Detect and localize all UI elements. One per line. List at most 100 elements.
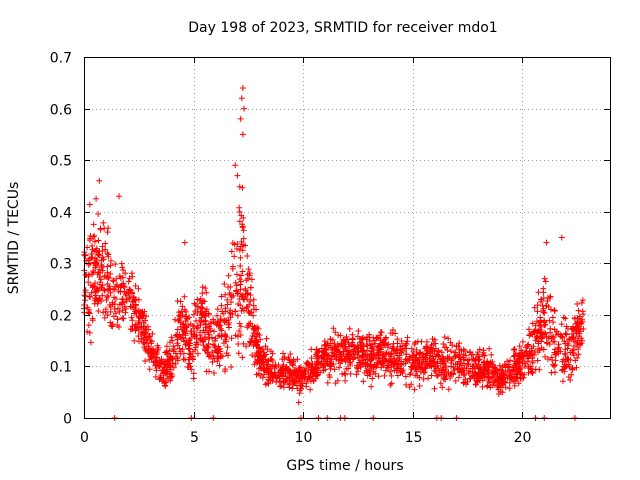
data-point — [342, 371, 349, 378]
data-point — [367, 351, 374, 358]
data-point — [174, 336, 181, 343]
data-point — [398, 337, 405, 344]
data-point — [96, 248, 103, 255]
data-point — [472, 356, 479, 363]
data-point — [433, 373, 440, 380]
data-point — [456, 340, 463, 347]
data-point — [456, 365, 463, 372]
data-point — [552, 346, 559, 353]
data-point — [499, 370, 506, 377]
data-point — [328, 362, 335, 369]
data-point — [424, 358, 431, 365]
data-point — [239, 268, 246, 275]
data-point — [525, 355, 532, 362]
data-point — [85, 322, 92, 329]
data-point — [285, 381, 292, 388]
data-point — [160, 375, 167, 382]
data-point — [375, 352, 382, 359]
data-point — [161, 379, 168, 386]
data-point — [100, 309, 107, 316]
data-point — [225, 272, 232, 279]
data-point — [247, 298, 254, 305]
data-point — [90, 221, 97, 228]
data-point — [127, 303, 134, 310]
data-point — [102, 308, 109, 315]
data-point — [387, 330, 394, 337]
data-point — [84, 304, 91, 311]
data-point — [319, 352, 326, 359]
data-point — [194, 341, 201, 348]
data-point — [570, 326, 577, 333]
data-point — [260, 353, 267, 360]
data-point — [562, 330, 569, 337]
data-point — [481, 359, 488, 366]
data-point — [167, 377, 174, 384]
data-point — [85, 261, 92, 268]
data-point — [172, 360, 179, 367]
data-point — [250, 306, 257, 313]
data-point — [96, 177, 103, 184]
data-point — [227, 307, 234, 314]
data-point — [140, 330, 147, 337]
data-point — [488, 351, 495, 358]
data-point — [233, 288, 240, 295]
data-point — [110, 277, 117, 284]
data-point — [437, 360, 444, 367]
data-point — [235, 300, 242, 307]
data-point — [128, 270, 135, 277]
data-point — [357, 359, 364, 366]
data-point — [266, 366, 273, 373]
data-point — [324, 379, 331, 386]
data-point — [430, 340, 437, 347]
data-point — [515, 364, 522, 371]
data-point — [358, 339, 365, 346]
data-point — [416, 374, 423, 381]
data-point — [147, 337, 154, 344]
data-point — [176, 316, 183, 323]
data-point — [155, 344, 162, 351]
data-point — [512, 350, 519, 357]
data-point — [233, 271, 240, 278]
data-point — [388, 372, 395, 379]
data-point — [549, 357, 556, 364]
data-point — [489, 358, 496, 365]
data-point — [550, 338, 557, 345]
data-point — [360, 347, 367, 354]
data-point — [463, 365, 470, 372]
data-point — [363, 367, 370, 374]
data-point — [543, 239, 550, 246]
data-point — [222, 330, 229, 337]
data-point — [359, 336, 366, 343]
data-point — [123, 296, 130, 303]
data-point — [89, 315, 96, 322]
data-point — [198, 304, 205, 311]
data-point — [516, 350, 523, 357]
data-point — [235, 341, 242, 348]
data-point — [119, 301, 126, 308]
data-point — [431, 363, 438, 370]
data-point — [148, 338, 155, 345]
data-point — [119, 274, 126, 281]
data-point — [256, 348, 263, 355]
data-point — [99, 267, 106, 274]
data-point — [561, 338, 568, 345]
data-point — [291, 380, 298, 387]
data-point — [324, 356, 331, 363]
data-point — [162, 358, 169, 365]
data-point — [99, 254, 106, 261]
data-point — [521, 351, 528, 358]
data-point — [380, 354, 387, 361]
data-point — [349, 336, 356, 343]
data-point — [541, 330, 548, 337]
data-point — [166, 355, 173, 362]
data-point — [94, 271, 101, 278]
data-point — [125, 278, 132, 285]
data-point — [221, 280, 228, 287]
data-point — [462, 352, 469, 359]
data-point — [366, 331, 373, 338]
data-point — [381, 341, 388, 348]
data-point — [469, 372, 476, 379]
data-point — [445, 386, 452, 393]
data-point — [236, 327, 243, 334]
data-point — [367, 357, 374, 364]
